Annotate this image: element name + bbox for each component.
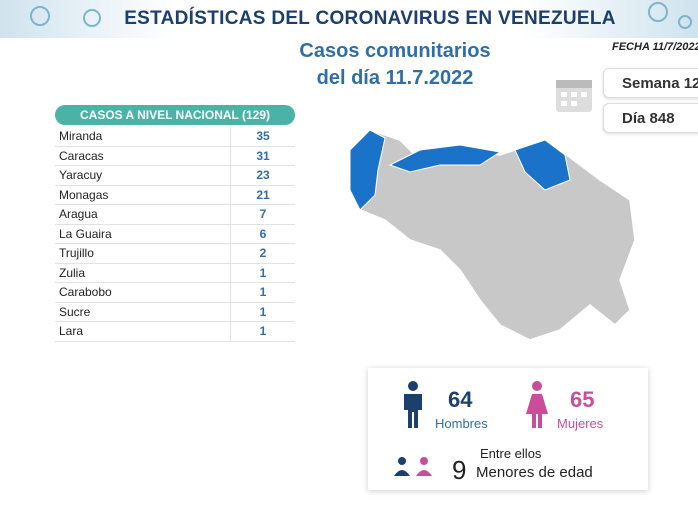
table-row: Carabobo 1 <box>55 283 295 303</box>
table-row: Trujillo 2 <box>55 244 295 264</box>
decorations <box>30 2 692 29</box>
subtitle: del día 11.7.2022 <box>316 67 474 89</box>
row-value: 7 <box>230 205 295 225</box>
table-row: Caracas 31 <box>55 146 295 166</box>
table: Miranda 35 Caracas 31 Yaracuy 23 Monagas 21 Arag… <box>55 127 295 342</box>
women-label: Mujeres <box>557 416 604 431</box>
minors-count: 9 <box>452 455 467 485</box>
men-count: 64 <box>448 387 473 412</box>
row-value: 35 <box>230 127 295 147</box>
row-name: Caracas <box>55 147 230 166</box>
row-name: La Guaira <box>55 225 230 244</box>
title: ESTADÍSTICAS DEL CORONAVIRUS EN VENEZUEL… <box>124 8 616 29</box>
row-name: Sucre <box>55 303 230 322</box>
minors-label: Menores de edad <box>476 464 593 481</box>
subtitle: Casos comunitarios <box>299 40 491 62</box>
row-name: Miranda <box>55 127 230 147</box>
row-value: 6 <box>230 224 295 244</box>
calendar-icon <box>556 80 592 112</box>
row-name: Carabobo <box>55 283 230 303</box>
table-row: Zulia 1 <box>55 263 295 283</box>
table-row: Aragua 7 <box>55 205 295 225</box>
row-name: Zulia <box>55 264 230 283</box>
table-row: Lara 1 <box>55 322 295 342</box>
table-row: Miranda 35 <box>55 127 295 147</box>
table-row: Sucre 1 <box>55 302 295 322</box>
row-value: 1 <box>230 283 295 303</box>
table-row: Monagas 21 <box>55 185 295 205</box>
row-value: 1 <box>230 302 295 322</box>
table-row: La Guaira 6 <box>55 224 295 244</box>
row-name: Lara <box>55 322 230 342</box>
table-row: Yaracuy 23 <box>55 166 295 186</box>
row-name: Aragua <box>55 205 230 225</box>
header-bar <box>0 0 698 38</box>
day: Día 848 <box>603 103 698 133</box>
women-count: 65 <box>570 387 595 412</box>
table-title: CASOS A NIVEL NACIONAL (129) <box>55 105 295 125</box>
row-value: 21 <box>230 185 295 205</box>
map <box>349 129 636 341</box>
man-icon <box>404 381 422 428</box>
minors-intro: Entre ellos <box>480 446 542 461</box>
minors-icon <box>394 457 432 476</box>
row-value: 23 <box>230 166 295 186</box>
row-value: 1 <box>230 322 295 342</box>
row-value: 31 <box>230 146 295 166</box>
date: FECHA 11/7/2022 <box>612 41 698 53</box>
row-value: 1 <box>230 263 295 283</box>
row-name: Monagas <box>55 186 230 205</box>
row-name: Yaracuy <box>55 166 230 186</box>
week: Semana 12 <box>603 68 698 98</box>
woman-icon <box>526 381 548 428</box>
men-label: Hombres <box>435 416 488 431</box>
row-value: 2 <box>230 244 295 264</box>
row-name: Trujillo <box>55 244 230 264</box>
